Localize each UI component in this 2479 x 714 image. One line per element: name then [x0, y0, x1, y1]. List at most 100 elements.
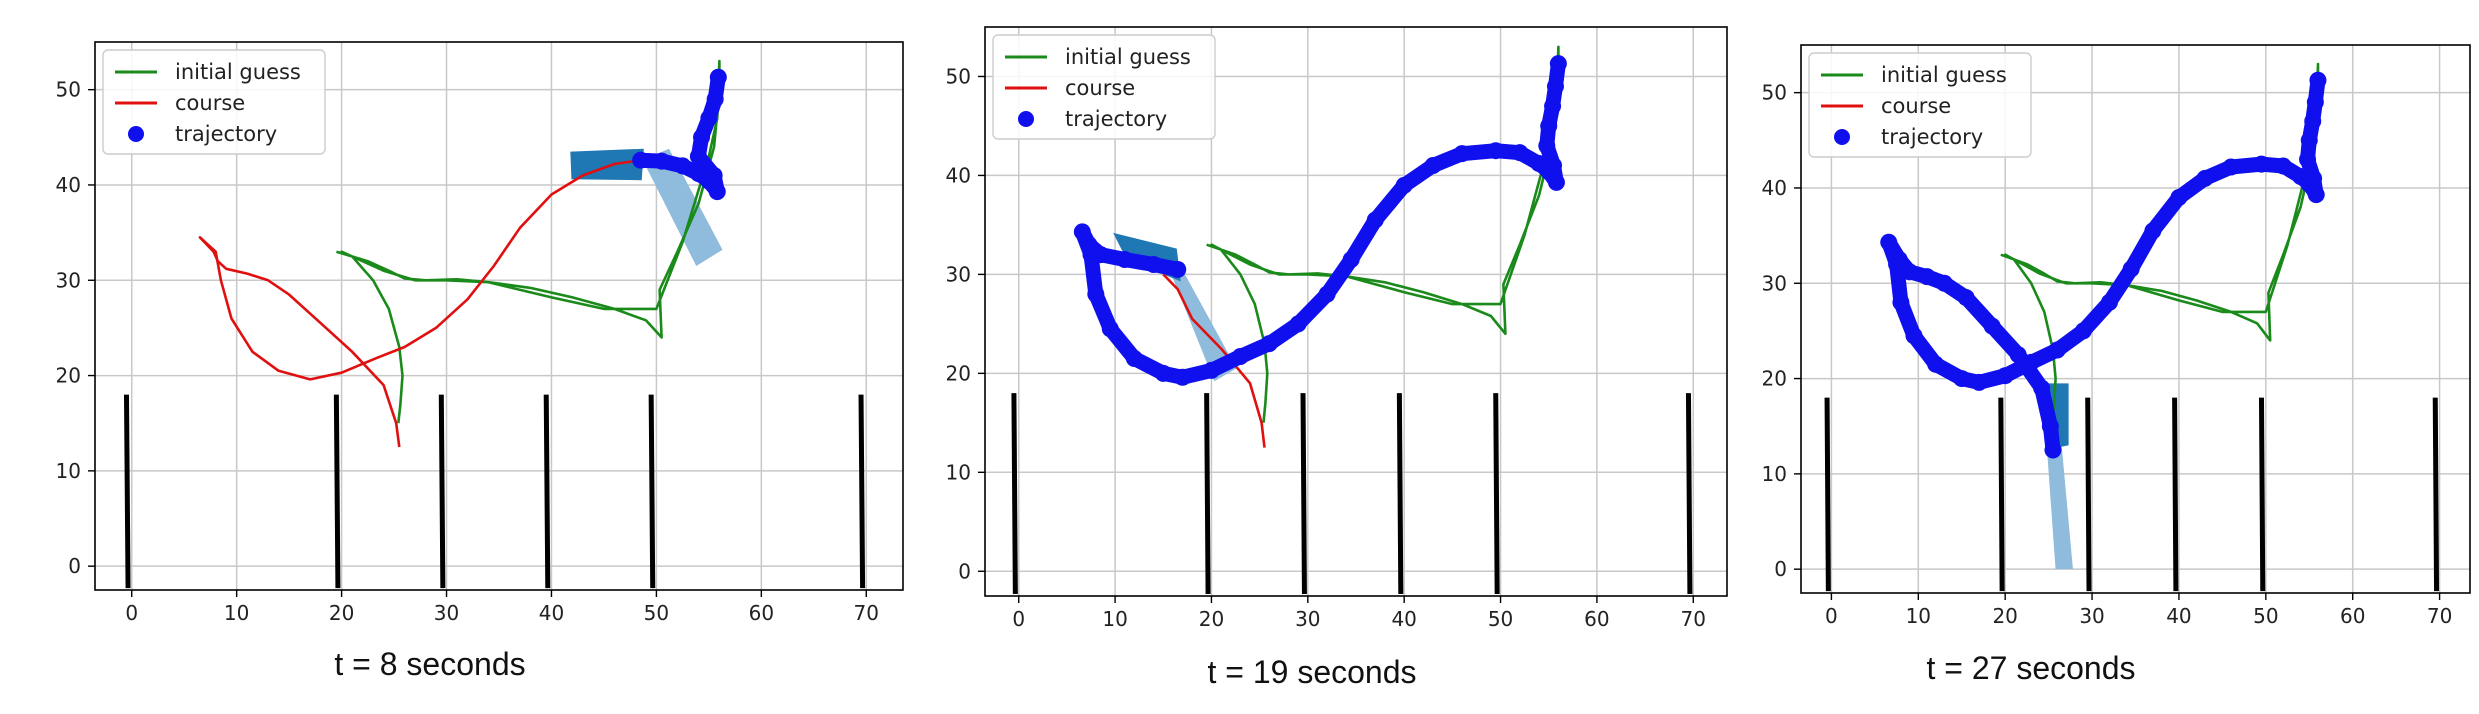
vehicle-trailer	[642, 148, 723, 266]
y-tick-label: 30	[56, 268, 81, 292]
trajectory-point	[653, 152, 671, 170]
trajectory-point	[1174, 368, 1192, 386]
legend-label-course: course	[1881, 94, 1951, 118]
obstacle-post	[1998, 397, 2005, 592]
trajectory-point	[2300, 131, 2318, 149]
y-tick-label: 30	[1762, 271, 1787, 295]
trajectory-point	[1145, 255, 1163, 273]
trajectory-point	[1957, 289, 1975, 307]
legend-label-trajectory: trajectory	[1065, 107, 1167, 131]
obstacle-post	[1300, 393, 1307, 595]
obstacle-post	[123, 394, 131, 589]
x-tick-label: 40	[2166, 604, 2191, 628]
x-tick-label: 10	[1102, 607, 1127, 631]
series-course	[198, 158, 641, 448]
y-tick-label: 40	[56, 173, 81, 197]
trajectory-point	[2033, 379, 2051, 397]
legend-swatch-trajectory	[128, 126, 144, 142]
trajectory-point	[1073, 223, 1091, 241]
trajectory-point	[2041, 417, 2059, 435]
trajectory-point	[689, 147, 707, 165]
y-tick-label: 50	[1762, 81, 1787, 105]
x-tick-label: 70	[1681, 607, 1706, 631]
trajectory-point	[2274, 157, 2292, 175]
trajectory-point	[1342, 251, 1360, 269]
x-tick-label: 0	[1012, 607, 1025, 631]
x-tick-label: 30	[1295, 607, 1320, 631]
trajectory-point	[1927, 355, 1945, 373]
trajectory-point	[705, 166, 723, 184]
obstacle-post	[1204, 393, 1211, 595]
trajectory-point	[2306, 93, 2324, 111]
trajectory-point	[2048, 341, 2066, 359]
x-tick-label: 20	[1199, 607, 1224, 631]
trajectory-point	[2022, 353, 2040, 371]
y-tick-label: 10	[1762, 462, 1787, 486]
panel-t8: 0 10 20 30 40 50 60 70 0 10 20 30 40 50 initial guess c…	[56, 41, 904, 682]
legend-label-course: course	[1065, 76, 1135, 100]
trajectory-point	[1545, 157, 1563, 175]
legend-box	[1808, 52, 2032, 158]
vehicle-trailer	[1161, 249, 1237, 382]
x-tick-label: 0	[125, 601, 138, 625]
y-tick-label: 0	[1774, 557, 1787, 581]
obstacle-post	[333, 394, 341, 589]
trajectory-point	[706, 90, 724, 108]
legend-label-course: course	[175, 91, 245, 115]
obstacle-post	[2085, 397, 2092, 592]
x-tick-label: 40	[1391, 607, 1416, 631]
obstacle-post	[2432, 397, 2440, 592]
trajectory-point	[1892, 293, 1910, 311]
y-tick-label: 40	[946, 163, 971, 187]
obstacle-post	[2172, 397, 2179, 592]
trajectory-point	[1125, 350, 1143, 368]
panel-caption: t = 27 seconds	[1926, 650, 2135, 686]
legend-swatch-trajectory	[1834, 129, 1850, 145]
trajectory-point	[1116, 251, 1134, 269]
trajectory-point	[1549, 55, 1567, 73]
trajectory-point	[1511, 144, 1529, 162]
y-tick-label: 20	[56, 364, 81, 388]
trajectory-point	[1082, 246, 1100, 264]
y-tick-label: 50	[946, 64, 971, 88]
axes-frame	[1800, 44, 2471, 594]
trajectory-point	[1970, 373, 1988, 391]
trajectory-point	[1366, 211, 1384, 229]
trajectory-point	[1169, 260, 1187, 278]
x-tick-label: 50	[644, 601, 669, 625]
trajectory-point	[1260, 335, 1278, 353]
trajectory-point	[2144, 222, 2162, 240]
x-tick-label: 0	[1825, 604, 1838, 628]
series-initial-guess	[2000, 62, 2320, 427]
legend-box	[992, 34, 1216, 140]
x-tick-label: 50	[2253, 604, 2278, 628]
x-tick-label: 10	[1906, 604, 1931, 628]
x-tick-label: 50	[1488, 607, 1513, 631]
trajectory-point	[1424, 157, 1442, 175]
trajectory-point	[1935, 274, 1953, 292]
obstacle-post	[2258, 397, 2266, 592]
trajectory-point	[2252, 155, 2270, 173]
panel-t27: 0 10 20 30 40 50 60 70 0 10 20 30 40 50 initial guess c…	[1762, 44, 2471, 686]
trajectory-point	[2309, 71, 2327, 89]
x-tick-label: 20	[1992, 604, 2017, 628]
trajectory-point	[2009, 346, 2027, 364]
trajectory-point	[2307, 186, 2325, 204]
trajectory-point	[2044, 441, 2062, 459]
trajectory-point	[1953, 370, 1971, 388]
x-tick-label: 10	[224, 601, 249, 625]
x-tick-label: 40	[539, 601, 564, 625]
y-tick-label: 30	[946, 262, 971, 286]
series-initial-guess	[1206, 45, 1560, 423]
legend-box	[102, 49, 326, 155]
trajectory-point	[1453, 145, 1471, 163]
obstacle-post	[543, 394, 551, 589]
trajectory-point	[1202, 361, 1220, 379]
trajectory-point	[632, 151, 650, 169]
trajectory-point	[1880, 233, 1898, 251]
trajectory-point	[2305, 169, 2323, 187]
trajectory-point	[1546, 77, 1564, 95]
trajectory-point	[1538, 137, 1556, 155]
trajectory-point	[1395, 176, 1413, 194]
x-tick-label: 70	[2427, 604, 2452, 628]
